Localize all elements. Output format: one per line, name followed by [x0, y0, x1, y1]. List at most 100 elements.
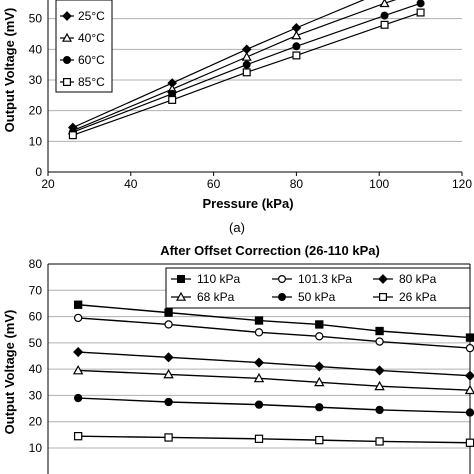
chart-b-legend [165, 267, 471, 309]
chart-b-y-tick-label: 50 [29, 336, 43, 350]
chart-a-series-line-2 [72, 2, 421, 133]
chart-a-data-point [168, 95, 177, 104]
chart-b-legend-label: 26 kPa [399, 290, 437, 304]
chart-b-legend-marker [378, 274, 388, 284]
chart-b-series-line-5 [78, 435, 471, 444]
chart-a-data-point [242, 60, 251, 69]
chart-a-plot-area [48, 0, 462, 172]
chart-b-data-point [254, 316, 264, 325]
chart-b-data-point [164, 433, 173, 442]
chart-a-legend-marker [61, 32, 73, 42]
chart-b-data-point [73, 347, 84, 358]
chart-a-data-point [292, 51, 301, 60]
chart-b-series-line-2 [78, 351, 471, 377]
chart-a-series-line-3 [72, 11, 421, 136]
chart-b-y-axis-title: Output Voltage (mV) [2, 310, 17, 435]
chart-b-y-tick-label: 40 [29, 362, 43, 376]
chart-a-x-tick-label: 100 [369, 177, 389, 191]
chart-b-legend-marker [175, 291, 187, 301]
chart-a-data-point [416, 8, 425, 17]
chart-b-legend-label: 68 kPa [197, 290, 235, 304]
chart-b-legend-box [165, 267, 471, 309]
chart-b-data-point [73, 432, 83, 441]
chart-a-data-point [379, 0, 390, 8]
chart-b-legend-label: 80 kPa [399, 272, 437, 286]
chart-b-data-point [464, 384, 474, 395]
chart-b-legend-marker [278, 275, 287, 284]
chart-b-data-point [254, 328, 264, 337]
chart-b-title: After Offset Correction (26-110 kPa) [160, 243, 380, 258]
chart-b-data-point [315, 332, 324, 341]
chart-a-x-tick-label: 40 [124, 177, 138, 191]
chart-b-data-point [164, 308, 173, 317]
chart-b-data-point [73, 300, 83, 309]
chart-a-legend-label: 85°C [78, 75, 105, 89]
chart-b-series-line-4 [78, 397, 471, 414]
chart-a-data-point [416, 0, 425, 8]
chart-b-data-point [464, 370, 474, 381]
chart-a-legend-label: 25°C [78, 9, 105, 23]
chart-b-series-line-3 [78, 369, 471, 391]
chart-a-x-axis-title: Pressure (kPa) [202, 196, 293, 211]
chart-a-data-point [292, 42, 301, 51]
chart-b-y-tick-label: 70 [29, 283, 43, 297]
chart-a [47, 0, 463, 176]
chart-a-y-tick-label: 50 [29, 12, 43, 26]
chart-a-legend-marker [62, 55, 71, 64]
chart-a-data-point [68, 131, 77, 140]
chart-b-data-point [375, 437, 384, 446]
chart-b-legend-marker [278, 293, 287, 302]
chart-a-data-point [241, 51, 252, 61]
chart-a-series-line-1 [72, 0, 397, 132]
chart-a-data-point [380, 20, 389, 29]
chart-b-legend-label: 110 kPa [197, 272, 240, 286]
chart-b [47, 263, 474, 474]
chart-a-legend [55, 0, 113, 93]
chart-b-legend-marker [379, 293, 388, 302]
chart-b-y-tick-label: 20 [29, 415, 43, 429]
chart-b-series-line-0 [78, 304, 471, 339]
chart-b-data-point [72, 365, 84, 375]
chart-b-data-point [374, 365, 385, 376]
chart-b-data-point [253, 372, 265, 383]
chart-a-y-tick-label: 20 [29, 104, 43, 118]
chart-a-legend-marker [62, 77, 71, 86]
chart-b-legend-marker [177, 275, 186, 284]
chart-a-x-tick-label: 20 [41, 177, 55, 191]
chart-b-data-point [163, 352, 174, 363]
chart-a-x-tick-label: 120 [452, 177, 472, 191]
chart-b-data-point [73, 313, 83, 323]
chart-b-data-point [315, 320, 324, 329]
chart-b-data-point [315, 403, 324, 412]
chart-b-data-point [254, 400, 264, 409]
chart-b-legend-label: 101.3 kPa [298, 272, 352, 286]
chart-a-y-tick-label: 0 [35, 165, 42, 179]
chart-b-data-point [374, 380, 385, 391]
chart-b-data-point [465, 343, 474, 353]
chart-a-y-tick-label: 40 [29, 42, 43, 56]
chart-a-data-point [291, 30, 302, 40]
chart-b-data-point [465, 333, 474, 342]
chart-b-data-point [315, 435, 324, 445]
chart-b-y-tick-label: 10 [29, 441, 43, 455]
chart-b-data-point [253, 357, 265, 368]
chart-b-data-point [164, 397, 173, 407]
chart-a-y-axis-title: Output Voltage (mV) [2, 8, 17, 133]
chart-a-legend-label: 40°C [78, 31, 105, 45]
chart-b-data-point [164, 320, 173, 329]
chart-b-legend-label: 50 kPa [298, 290, 336, 304]
chart-a-data-point [380, 11, 389, 20]
chart-a-series-line-0 [72, 0, 365, 129]
chart-b-y-tick-label: 60 [29, 310, 43, 324]
chart-a-legend-marker [62, 11, 72, 21]
chart-a-y-tick-label: 30 [29, 73, 43, 87]
chart-a-x-tick-label: 80 [290, 177, 304, 191]
chart-b-series-line-1 [78, 317, 471, 349]
figure-label: (a) [229, 220, 245, 235]
chart-a-legend-label: 60°C [78, 53, 105, 67]
chart-a-y-tick-label: 10 [29, 134, 43, 148]
chart-b-y-tick-label: 80 [29, 257, 43, 271]
chart-a-x-tick-label: 60 [207, 177, 221, 191]
chart-b-data-point [375, 326, 384, 336]
